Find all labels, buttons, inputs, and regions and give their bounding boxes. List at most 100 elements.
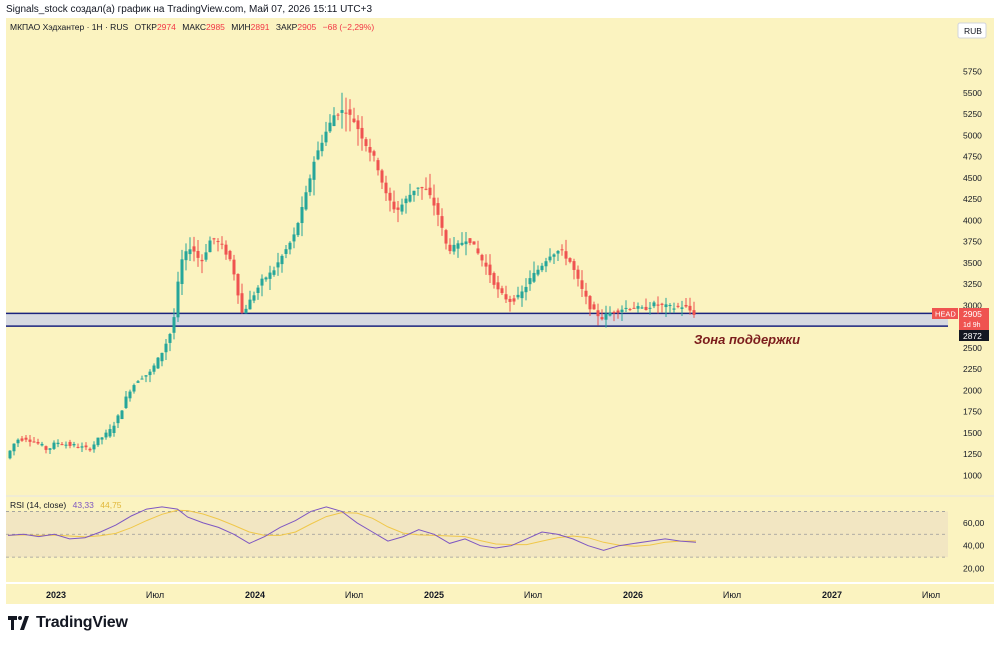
candle-body bbox=[384, 182, 388, 194]
price-tick: 4250 bbox=[963, 194, 982, 204]
candle-body bbox=[628, 309, 632, 311]
candle-body bbox=[588, 296, 592, 310]
candle-body bbox=[472, 241, 476, 245]
candle-body bbox=[160, 352, 164, 362]
candle-body bbox=[80, 446, 84, 448]
support-zone bbox=[6, 312, 948, 327]
candle-body bbox=[12, 443, 16, 452]
time-tick: Июл bbox=[146, 590, 164, 600]
candle-body bbox=[372, 151, 376, 156]
candle-body bbox=[316, 150, 320, 160]
price-tick: 2250 bbox=[963, 364, 982, 374]
candle-body bbox=[564, 251, 568, 259]
candle-body bbox=[684, 304, 688, 307]
candle-body bbox=[504, 294, 508, 300]
candle-body bbox=[216, 241, 220, 243]
candle-body bbox=[496, 282, 500, 290]
candle-body bbox=[108, 429, 112, 437]
candle-body bbox=[52, 442, 56, 449]
candle-body bbox=[16, 439, 20, 444]
candle-body bbox=[332, 115, 336, 127]
price-tick: 3750 bbox=[963, 237, 982, 247]
time-tick: Июл bbox=[922, 590, 940, 600]
candle-body bbox=[40, 443, 44, 446]
rsi-scale bbox=[948, 497, 994, 582]
candle-body bbox=[688, 305, 692, 311]
candle-body bbox=[368, 146, 372, 153]
candle-body bbox=[112, 425, 116, 434]
candle-body bbox=[120, 410, 124, 420]
candle-body bbox=[324, 131, 328, 143]
candle-body bbox=[152, 365, 156, 372]
candle-body bbox=[612, 311, 616, 314]
candle-body bbox=[144, 375, 148, 377]
price-chart[interactable]: МКПАО Хэдхантер · 1Н · RUS ОТКР2974 МАКС… bbox=[6, 18, 994, 604]
candle-body bbox=[560, 249, 564, 251]
candle-body bbox=[636, 306, 640, 309]
candle-body bbox=[72, 443, 76, 446]
candle-body bbox=[340, 110, 344, 113]
candle-body bbox=[344, 112, 348, 114]
candle-body bbox=[364, 139, 368, 147]
price-tick: 2500 bbox=[963, 343, 982, 353]
candle-body bbox=[180, 259, 184, 285]
currency-label: RUB bbox=[964, 26, 982, 36]
price-tick: 2000 bbox=[963, 385, 982, 395]
candle-body bbox=[676, 305, 680, 307]
candle-body bbox=[524, 286, 528, 293]
candle-body bbox=[672, 308, 676, 310]
candle-body bbox=[572, 261, 576, 270]
candle-body bbox=[36, 441, 40, 444]
svg-text:МКПАО Хэдхантер · 1Н · RUS: МКПАО Хэдхантер · 1Н · RUS ОТКР2974 МАКС… bbox=[10, 22, 374, 32]
candle-body bbox=[620, 309, 624, 312]
candle-body bbox=[580, 280, 584, 289]
candle-body bbox=[656, 304, 660, 306]
candle-body bbox=[244, 308, 248, 314]
candle-body bbox=[400, 204, 404, 212]
candle-body bbox=[280, 255, 284, 265]
candle-body bbox=[176, 281, 180, 318]
candle-body bbox=[220, 243, 224, 245]
candle-body bbox=[228, 250, 232, 260]
candle-body bbox=[652, 302, 656, 307]
candle-body bbox=[308, 178, 312, 193]
candle-body bbox=[124, 396, 128, 408]
candle-body bbox=[148, 371, 152, 376]
price-tick: 4500 bbox=[963, 173, 982, 183]
candle-body bbox=[536, 269, 540, 275]
candle-body bbox=[132, 385, 136, 392]
candle-body bbox=[260, 278, 264, 286]
legend-close: 2905 bbox=[297, 22, 316, 32]
candle-body bbox=[416, 187, 420, 189]
chart-frame[interactable]: МКПАО Хэдхантер · 1Н · RUS ОТКР2974 МАКС… bbox=[6, 18, 994, 604]
legend-close-label: ЗАКР bbox=[276, 22, 298, 32]
candle-body bbox=[556, 250, 560, 254]
candle-body bbox=[516, 294, 520, 298]
candle-body bbox=[168, 334, 172, 343]
candle-body bbox=[512, 298, 516, 302]
candle-body bbox=[420, 187, 424, 189]
price-tick: 3500 bbox=[963, 258, 982, 268]
candle-body bbox=[408, 194, 412, 202]
currency-button[interactable] bbox=[957, 22, 987, 39]
candle-body bbox=[432, 197, 436, 206]
time-tick: 2026 bbox=[623, 590, 643, 600]
candle-body bbox=[548, 256, 552, 261]
candle-body bbox=[440, 216, 444, 228]
candle-body bbox=[356, 120, 360, 130]
price-tick: 4750 bbox=[963, 152, 982, 162]
candle-body bbox=[532, 272, 536, 282]
candle-body bbox=[60, 444, 64, 446]
time-tick: Июл bbox=[723, 590, 741, 600]
candle-body bbox=[428, 187, 432, 196]
candle-body bbox=[376, 160, 380, 171]
candle-body bbox=[520, 291, 524, 299]
candle-body bbox=[320, 142, 324, 152]
candle-body bbox=[44, 446, 48, 450]
candle-body bbox=[232, 259, 236, 275]
candle-body bbox=[264, 277, 268, 280]
candle-body bbox=[236, 273, 240, 296]
tradingview-logo[interactable]: TradingView bbox=[8, 614, 128, 632]
candle-body bbox=[460, 242, 464, 245]
candle-body bbox=[348, 109, 352, 115]
